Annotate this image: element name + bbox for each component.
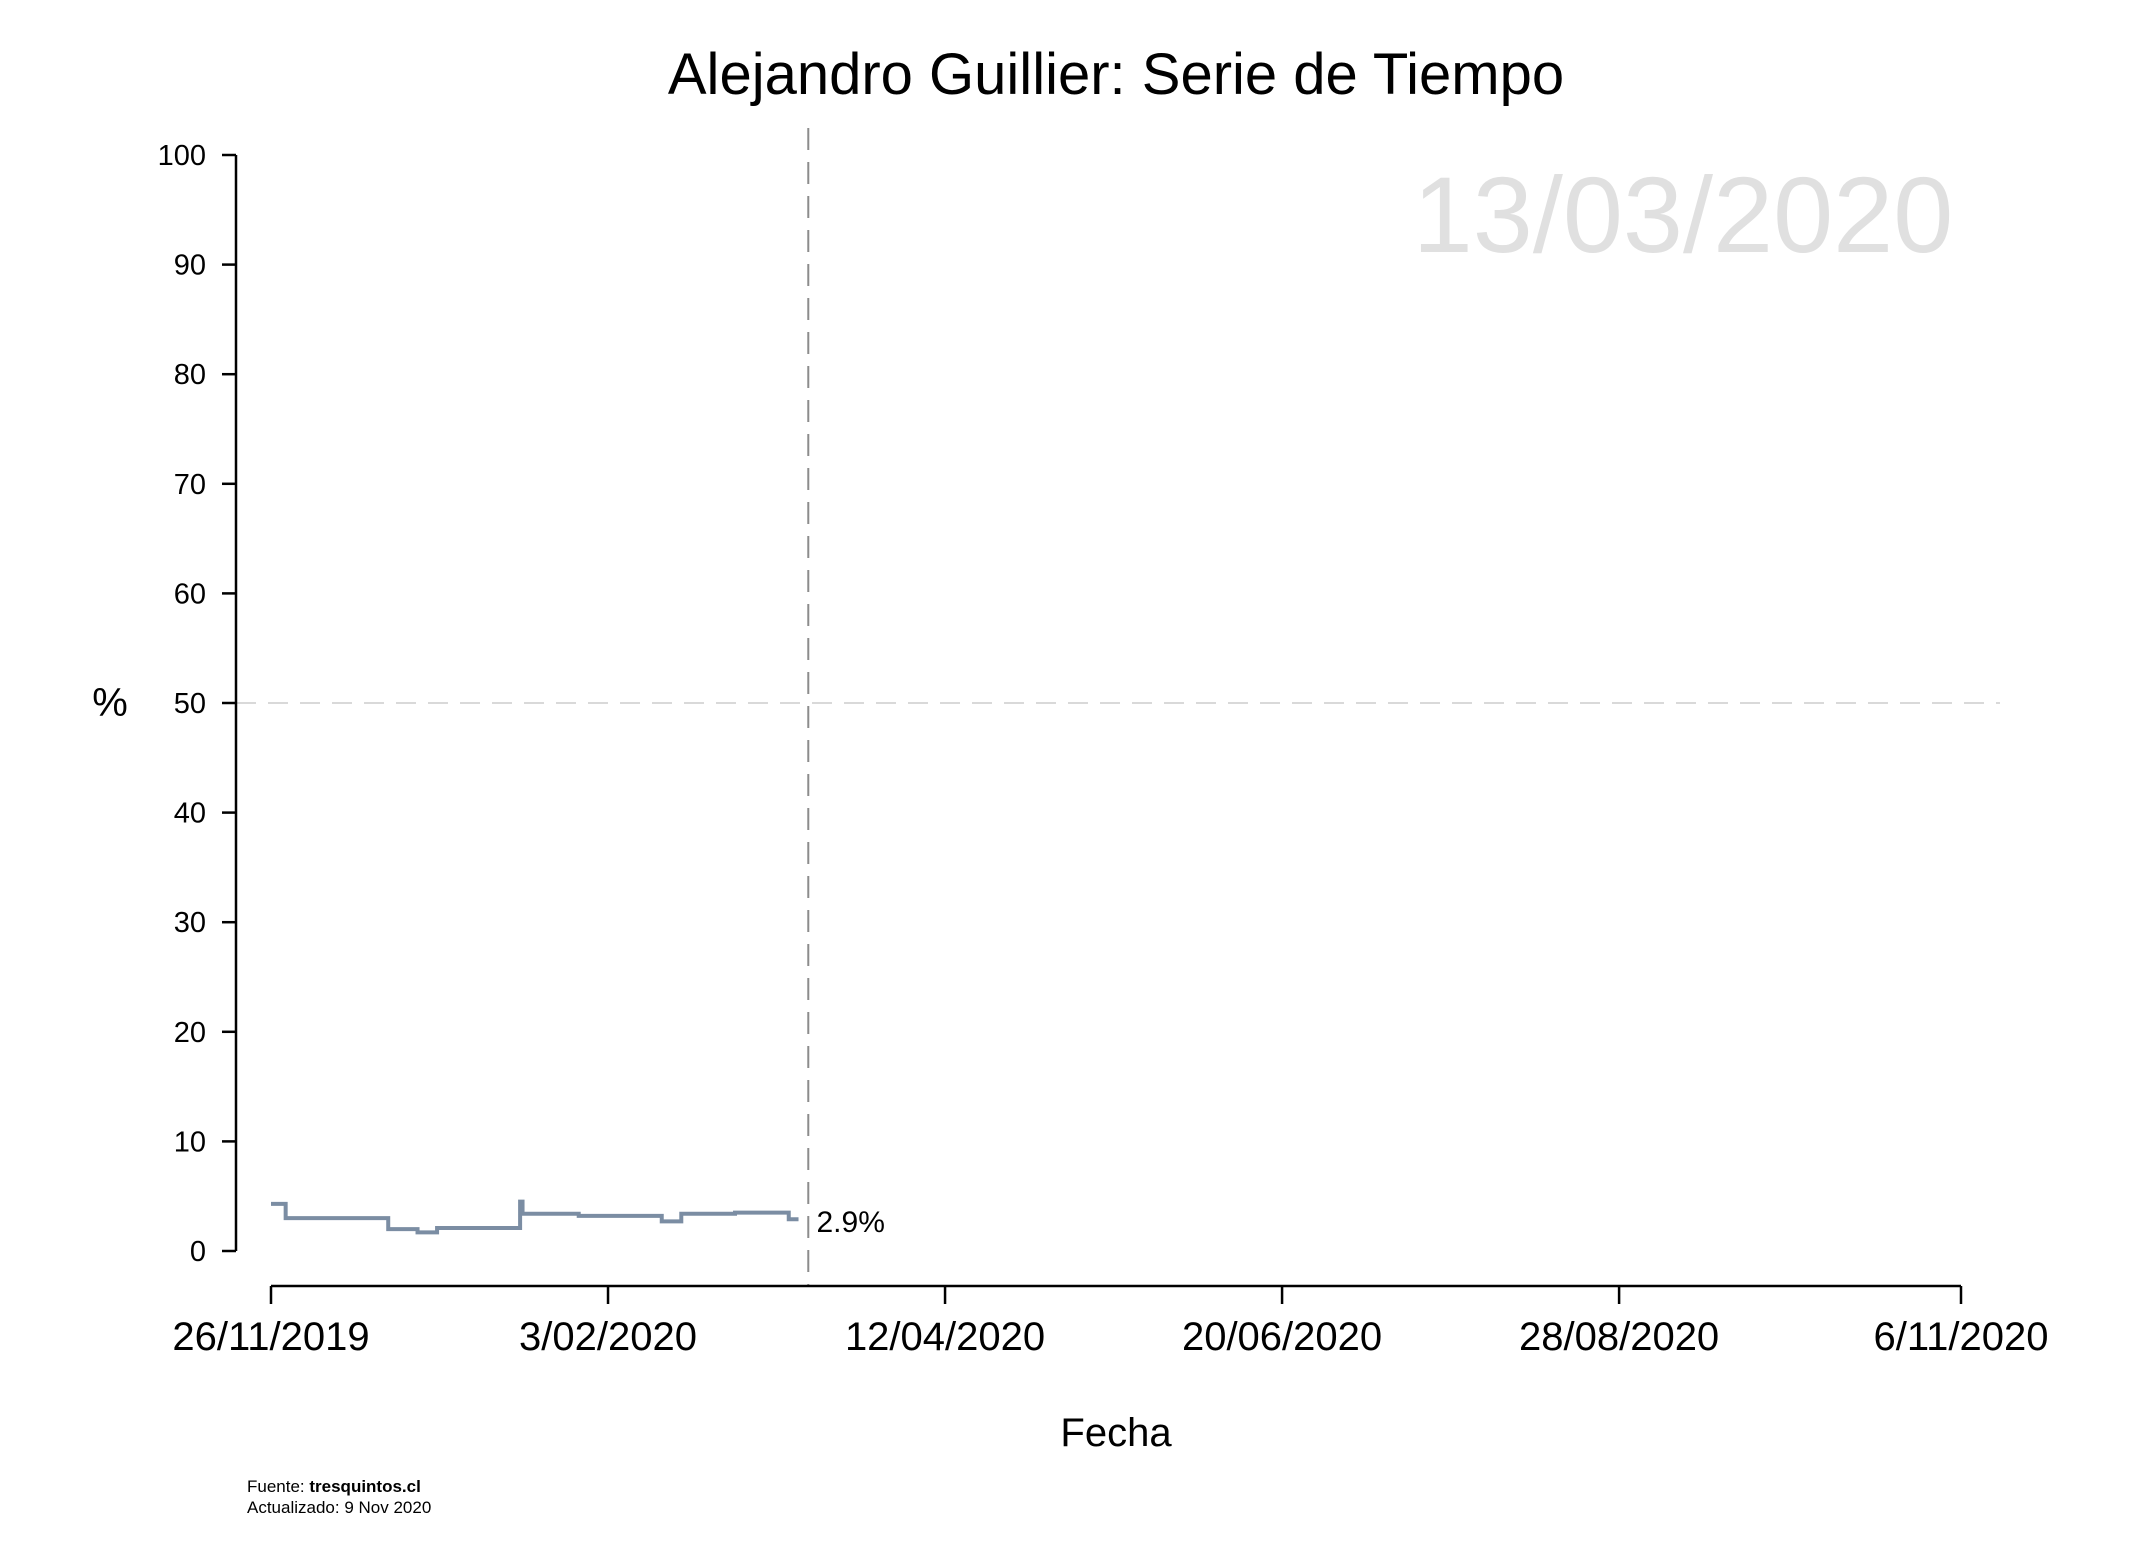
y-tick-label: 60 [174,578,206,610]
series-layer: 2.9% [270,1199,885,1239]
source-line: Fuente: tresquintos.cl [247,1476,431,1497]
updated-line: Actualizado: 9 Nov 2020 [247,1498,432,1517]
source-site: tresquintos.cl [309,1477,421,1496]
end-value-label: 2.9% [817,1206,885,1239]
y-axis-label: % [92,681,128,725]
y-tick-label: 50 [174,688,206,720]
y-axis: 0 10 20 30 40 50 60 70 80 90 100 [158,140,238,1268]
x-tick-label: 26/11/2019 [172,1315,369,1359]
y-tick-label: 0 [190,1236,206,1268]
y-tick-label: 100 [158,140,206,172]
source-note: Fuente: tresquintos.cl Actualizado: 9 No… [247,1476,431,1518]
y-tick-label: 80 [174,359,206,391]
y-tick-label: 30 [174,907,206,939]
y-tick-label: 40 [174,798,206,830]
y-tick-label: 20 [174,1017,206,1049]
source-prefix: Fuente: [247,1477,310,1496]
current-date-stamp: 13/03/2020 [1413,154,1954,275]
x-axis-label: Fecha [1060,1411,1172,1455]
x-axis: 26/11/2019 3/02/2020 12/04/2020 20/06/2020 2… [172,1284,2049,1359]
x-tick-label: 12/04/2020 [845,1315,1045,1359]
y-tick-label: 70 [174,469,206,501]
chart-title: Alejandro Guillier: Serie de Tiempo [668,42,1564,107]
reference-lines [236,128,2000,1286]
x-tick-label: 6/11/2020 [1874,1315,2049,1359]
x-tick-label: 3/02/2020 [519,1315,697,1359]
y-tick-label: 90 [174,250,206,282]
x-tick-label: 20/06/2020 [1182,1315,1382,1359]
series-line [271,1199,799,1235]
x-tick-label: 28/08/2020 [1519,1315,1719,1359]
y-tick-label: 10 [174,1126,206,1158]
